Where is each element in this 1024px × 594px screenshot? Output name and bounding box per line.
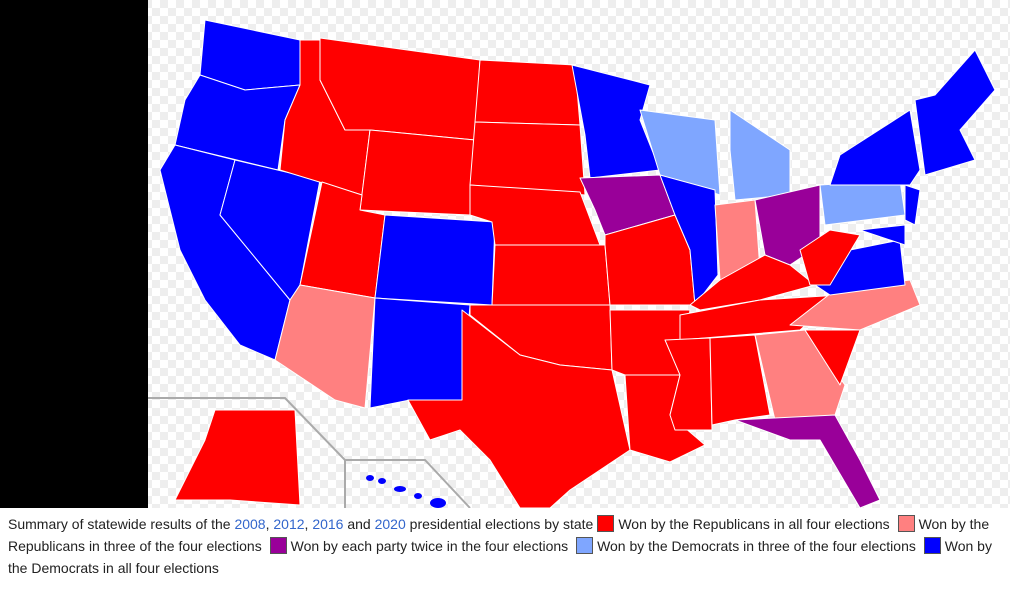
legend-swatch xyxy=(923,537,941,554)
state xyxy=(789,279,921,331)
legend-label: Won by the Democrats in three of the fou… xyxy=(597,538,916,554)
state xyxy=(359,129,476,216)
hawaii xyxy=(366,475,446,508)
state xyxy=(754,329,846,421)
state xyxy=(729,109,791,201)
state xyxy=(174,74,301,171)
caption: Summary of statewide results of the 2008… xyxy=(8,513,1013,579)
year-link[interactable]: 2008 xyxy=(234,516,266,532)
state xyxy=(374,214,496,306)
us-map xyxy=(148,0,1010,508)
states xyxy=(159,19,996,508)
caption-text: presidential elections by state xyxy=(409,516,594,532)
legend-swatch xyxy=(597,515,615,532)
legend-label: Won by each party twice in the four elec… xyxy=(290,538,569,554)
caption-separator: and xyxy=(347,516,371,532)
year-link[interactable]: 2016 xyxy=(312,516,344,532)
state xyxy=(407,309,631,508)
caption-separator: , xyxy=(304,516,309,532)
legend-swatch xyxy=(269,537,287,554)
state xyxy=(469,121,586,196)
state xyxy=(859,224,906,246)
state xyxy=(734,414,881,508)
legend-swatch xyxy=(576,537,594,554)
state xyxy=(829,109,921,186)
state xyxy=(709,334,771,426)
inset-border xyxy=(148,397,346,508)
caption-text: Summary of statewide results of the xyxy=(8,516,231,532)
state xyxy=(904,184,921,226)
state xyxy=(369,297,471,409)
legend-swatch xyxy=(897,515,915,532)
black-margin xyxy=(0,0,148,508)
caption-separator: , xyxy=(265,516,270,532)
state xyxy=(174,409,301,506)
state xyxy=(639,109,721,196)
inset-border xyxy=(345,459,471,508)
state xyxy=(474,59,581,126)
state xyxy=(689,254,816,311)
year-link[interactable]: 2020 xyxy=(374,516,406,532)
legend-label: Won by the Democrats in all four electio… xyxy=(8,538,992,576)
legend-label: Won by the Republicans in three of the f… xyxy=(8,516,990,554)
state xyxy=(914,49,996,176)
state xyxy=(799,229,861,286)
state xyxy=(491,244,611,306)
legend-label: Won by the Republicans in all four elect… xyxy=(618,516,890,532)
state xyxy=(804,329,861,386)
year-link[interactable]: 2012 xyxy=(273,516,305,532)
